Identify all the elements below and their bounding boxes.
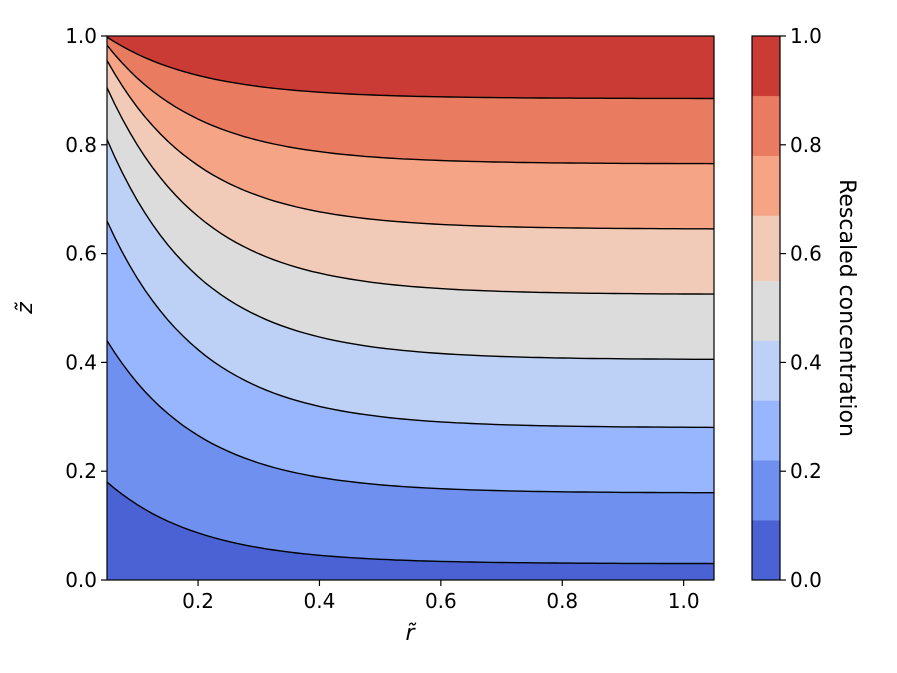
colorbar <box>751 35 781 581</box>
contour-line <box>106 139 714 360</box>
y-tick-label: 0.0 <box>65 568 97 592</box>
y-tick-label: 0.2 <box>65 459 97 483</box>
colorbar-segment <box>751 519 781 581</box>
colorbar-segment <box>751 35 781 97</box>
x-tick-label: 1.0 <box>668 589 700 613</box>
colorbar-segment <box>751 400 781 461</box>
contour-line <box>106 60 715 230</box>
colorbar-segment <box>751 280 781 341</box>
contour-line <box>106 36 714 100</box>
contour-line <box>106 340 714 494</box>
y-tick-label: 0.8 <box>65 133 97 157</box>
x-tick-label: 0.4 <box>304 589 336 613</box>
y-tick-label: 0.4 <box>65 350 97 374</box>
contour-fills <box>106 35 715 581</box>
x-tick-label: 0.8 <box>546 589 578 613</box>
x-tick-label: 0.6 <box>425 589 457 613</box>
colorbar-tick-label: 0.4 <box>790 350 822 374</box>
colorbar-segment <box>751 215 781 282</box>
y-axis-label: z̃ <box>13 302 38 315</box>
y-tick-label: 0.6 <box>65 242 97 266</box>
colorbar-segment <box>751 460 781 521</box>
colorbar-label: Rescaled concentration <box>834 179 859 437</box>
contour-line <box>106 481 715 565</box>
colorbar-ticks: 0.0 0.2 0.4 0.6 0.8 1.0 <box>780 24 822 592</box>
colorbar-tick-label: 0.2 <box>790 459 822 483</box>
colorbar-segment <box>751 340 781 401</box>
colorbar-segment <box>751 155 781 216</box>
contour-line <box>106 220 715 429</box>
x-tick-label: 0.2 <box>182 589 214 613</box>
x-axis-label: r̃ <box>405 621 417 646</box>
colorbar-tick-label: 0.8 <box>790 133 822 157</box>
x-axis-ticks: 0.2 0.4 0.6 0.8 1.0 <box>182 580 700 613</box>
colorbar-segment <box>751 95 781 156</box>
y-tick-label: 1.0 <box>65 24 97 48</box>
plot-frame <box>106 35 715 581</box>
y-axis-ticks: 0.0 0.2 0.4 0.6 0.8 1.0 <box>65 24 107 592</box>
colorbar-tick-label: 1.0 <box>790 24 822 48</box>
contour-line <box>106 44 715 165</box>
contour-line <box>106 87 714 295</box>
colorbar-frame <box>751 35 781 581</box>
contour-lines <box>106 36 715 565</box>
colorbar-tick-label: 0.0 <box>790 568 822 592</box>
colorbar-tick-label: 0.6 <box>790 242 822 266</box>
